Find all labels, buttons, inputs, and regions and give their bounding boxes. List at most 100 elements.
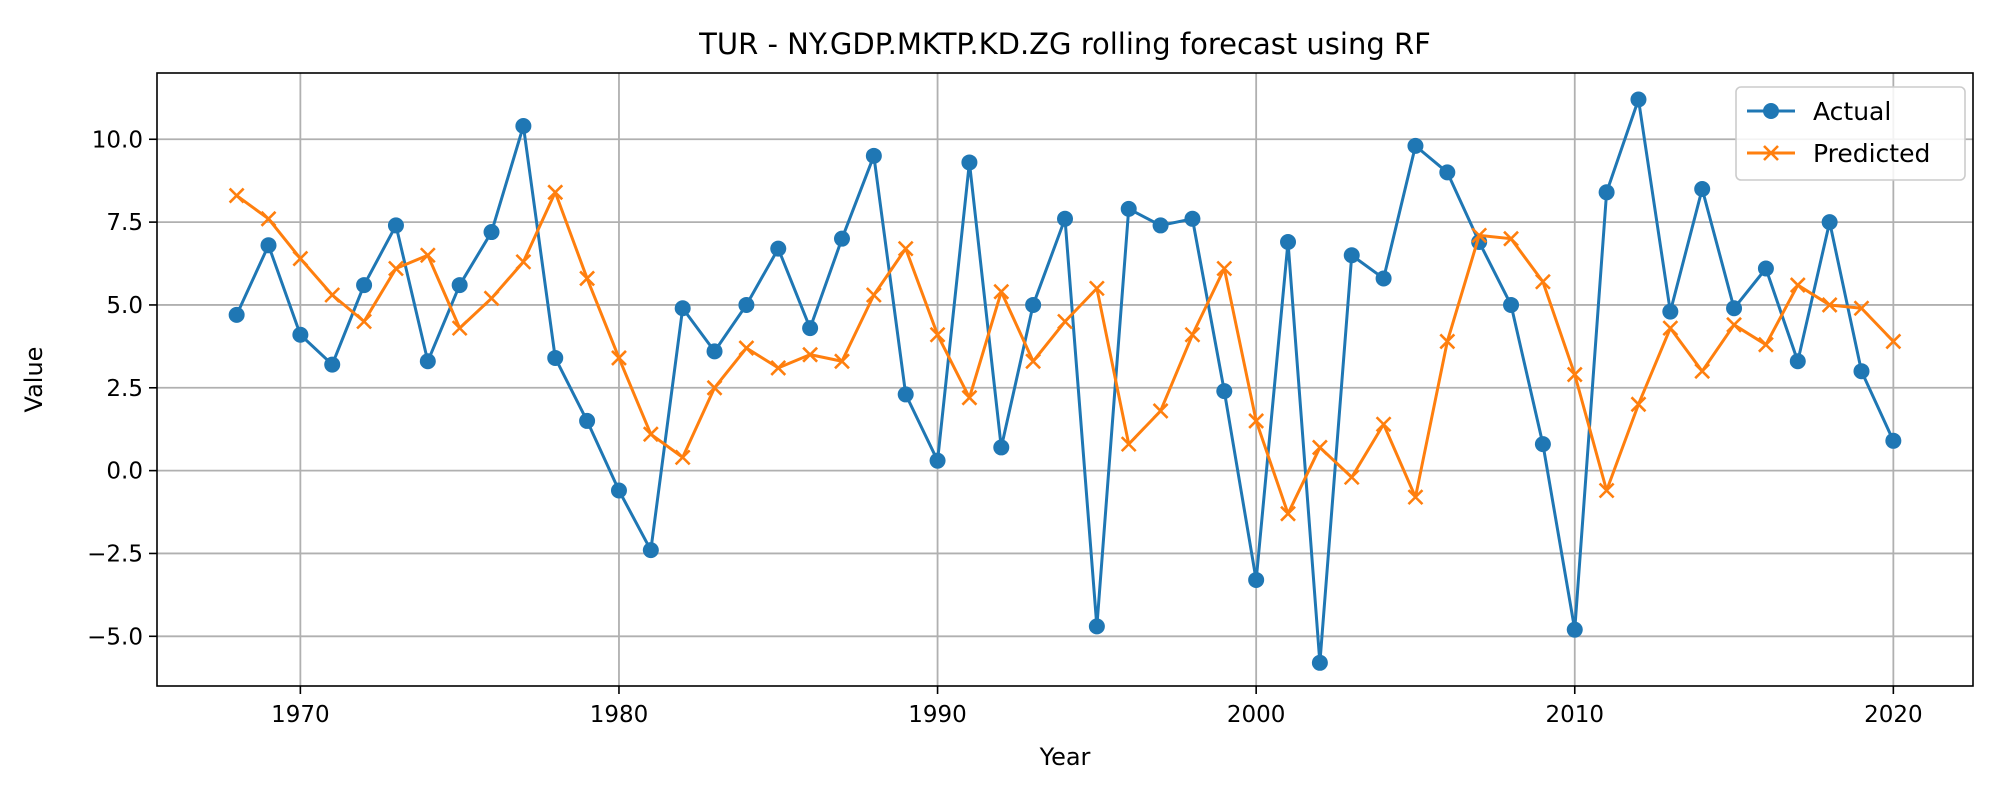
axis-ticks: 1970 1980 1990 2000 2010 2020 −5.0 −2.5 0.0 2.5 5.… xyxy=(87,127,1922,728)
chart-title: TUR - NY.GDP.MKTP.KD.ZG rolling forecast… xyxy=(698,27,1431,61)
actual-point xyxy=(483,224,500,241)
predicted-point xyxy=(1343,469,1360,486)
actual-point xyxy=(1853,363,1870,380)
actual-point xyxy=(515,118,532,135)
x-tick-label: 1980 xyxy=(590,702,649,728)
actual-point xyxy=(1407,137,1424,154)
legend-label-actual: Actual xyxy=(1813,97,1891,126)
actual-point xyxy=(770,240,787,257)
predicted-point xyxy=(1025,353,1042,370)
predicted-point xyxy=(1375,416,1392,433)
actual-point xyxy=(1598,184,1615,201)
predicted-point xyxy=(770,359,787,376)
actual-point xyxy=(1566,621,1583,638)
legend-x-marker xyxy=(1763,145,1779,161)
actual-point xyxy=(1025,296,1042,313)
actual-point xyxy=(642,542,659,559)
actual-point xyxy=(1503,296,1520,313)
predicted-point xyxy=(1248,412,1265,429)
predicted-point xyxy=(228,187,245,204)
legend-item-predicted: Predicted xyxy=(1747,139,1930,168)
predicted-point xyxy=(1280,505,1296,522)
actual-point xyxy=(387,217,404,234)
predicted-point xyxy=(515,253,532,270)
actual-point xyxy=(547,349,564,366)
actual-point xyxy=(610,482,627,499)
actual-point xyxy=(1375,270,1392,287)
predicted-point xyxy=(1789,277,1806,293)
predicted-point xyxy=(1821,297,1838,313)
y-tick-label: 2.5 xyxy=(106,376,143,402)
predicted-point xyxy=(961,389,978,406)
actual-point xyxy=(356,277,373,294)
actual-point xyxy=(1726,300,1743,317)
actual-point xyxy=(451,277,468,294)
predicted-point xyxy=(1503,230,1519,247)
actual-point xyxy=(324,356,341,373)
actual-point xyxy=(1789,353,1806,370)
actual-point xyxy=(1152,217,1169,234)
predicted-point xyxy=(1184,326,1201,343)
predicted-point xyxy=(993,283,1010,300)
plot-frame xyxy=(156,72,1974,687)
legend-label-predicted: Predicted xyxy=(1813,139,1930,168)
predicted-point xyxy=(483,290,500,307)
predicted-point xyxy=(1120,436,1137,453)
predicted-point xyxy=(292,250,309,267)
actual-point xyxy=(1184,210,1201,227)
actual-point xyxy=(706,343,723,360)
predicted-point xyxy=(1566,366,1583,383)
predicted-point xyxy=(929,326,946,343)
legend-circle-marker xyxy=(1763,103,1779,119)
y-tick-label: −2.5 xyxy=(87,541,143,567)
predicted-point xyxy=(802,346,819,363)
predicted-point xyxy=(1630,396,1647,413)
actual-point xyxy=(260,237,277,254)
y-axis-label: Value xyxy=(20,347,48,413)
y-tick-label: −5.0 xyxy=(87,624,143,650)
x-tick-label: 2020 xyxy=(1864,702,1923,728)
actual-point xyxy=(419,353,436,370)
predicted-point xyxy=(388,260,404,277)
predicted-point xyxy=(642,426,659,443)
predicted-point xyxy=(1853,300,1870,317)
predicted-point xyxy=(611,350,627,366)
actual-point xyxy=(1821,214,1838,231)
predicted-point xyxy=(324,287,341,303)
predicted-point xyxy=(1216,260,1233,277)
y-tick-label: 10.0 xyxy=(92,127,143,153)
legend: Actual Predicted xyxy=(1735,86,1966,181)
predicted-point xyxy=(738,340,755,356)
actual-point xyxy=(579,412,596,429)
actual-point xyxy=(674,300,691,317)
series-actual-line xyxy=(235,98,1895,665)
legend-item-actual: Actual xyxy=(1747,97,1891,126)
series-actual xyxy=(228,91,1902,671)
actual-point xyxy=(1311,654,1328,671)
x-tick-label: 2010 xyxy=(1545,702,1604,728)
predicted-point xyxy=(1152,403,1169,419)
actual-point xyxy=(1216,383,1233,400)
y-tick-label: 0.0 xyxy=(106,459,143,485)
actual-point xyxy=(228,306,245,323)
predicted-point xyxy=(1311,439,1328,456)
x-tick-label: 1990 xyxy=(908,702,967,728)
actual-point xyxy=(897,386,914,403)
predicted-point xyxy=(1407,489,1424,506)
actual-point xyxy=(961,154,978,171)
actual-point xyxy=(1630,91,1647,108)
actual-point xyxy=(1439,164,1456,181)
actual-point xyxy=(1694,180,1711,197)
predicted-point xyxy=(1598,482,1615,499)
actual-point xyxy=(802,320,819,337)
predicted-point xyxy=(1694,363,1711,380)
predicted-point xyxy=(1088,280,1105,297)
y-tick-label: 5.0 xyxy=(106,293,143,319)
predicted-point xyxy=(419,247,436,264)
predicted-point xyxy=(1439,333,1456,350)
grid-lines xyxy=(157,73,1973,686)
actual-point xyxy=(1057,210,1073,227)
predicted-point xyxy=(1662,320,1679,337)
predicted-point xyxy=(706,379,723,396)
